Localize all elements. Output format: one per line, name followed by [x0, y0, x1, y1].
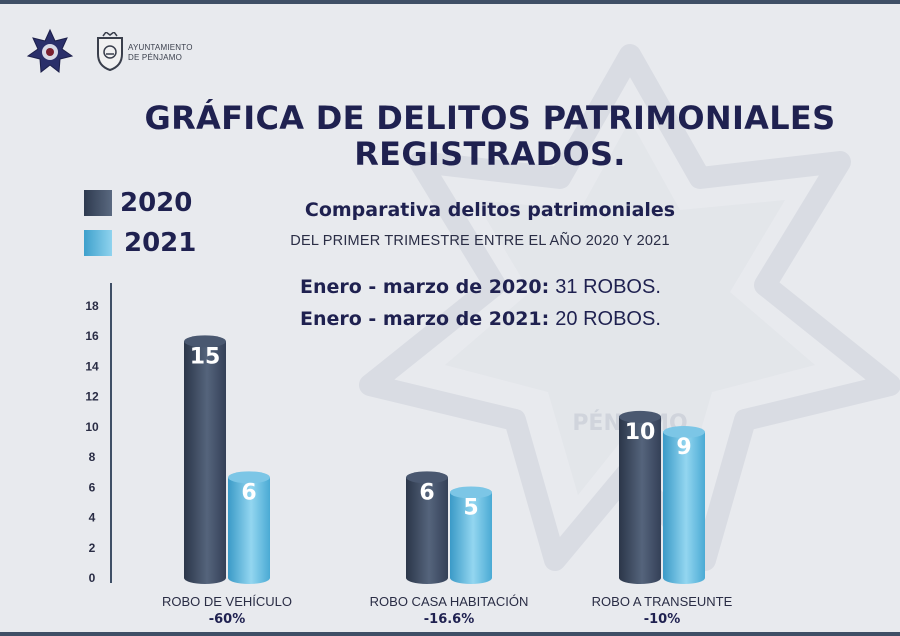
- top-border: [0, 0, 900, 4]
- bottom-border: [0, 632, 900, 636]
- bar-body: [663, 432, 705, 584]
- data-label: 5: [463, 495, 478, 520]
- bar-2021-2: 5: [450, 486, 492, 584]
- y-tick-label: 4: [89, 511, 96, 525]
- y-tick-label: 10: [85, 420, 99, 434]
- bar-2021-1: 6: [228, 471, 270, 584]
- bar-cap: [619, 410, 661, 423]
- category-change-label: -16.6%: [424, 612, 475, 627]
- bar-cap: [406, 471, 448, 484]
- bar-2020-1: 15: [184, 335, 226, 584]
- legend-label: 2020: [120, 188, 193, 218]
- legend-swatch-2021: [84, 230, 112, 256]
- municipal-shield-logo-icon: [97, 32, 123, 72]
- chart-period-description: DEL PRIMER TRIMESTRE ENTRE EL AÑO 2020 Y…: [290, 233, 670, 249]
- y-tick-label: 6: [89, 480, 96, 494]
- y-tick-labels: 0 2 4 6 8 10 12 14 16 18: [85, 299, 99, 585]
- bar-2021-3: 9: [663, 426, 705, 584]
- category-change-label: -60%: [209, 612, 246, 627]
- bar-body: [450, 492, 492, 584]
- bar-body: [184, 341, 226, 584]
- bar-body: [619, 416, 661, 584]
- summary-2020: Enero - marzo de 2020: 31 ROBOS.: [300, 276, 661, 298]
- legend-item-2021: 2021: [84, 228, 196, 258]
- y-tick-label: 18: [85, 299, 99, 313]
- y-tick-label: 0: [89, 571, 96, 585]
- data-label: 15: [190, 344, 221, 369]
- summary-2021: Enero - marzo de 2021: 20 ROBOS.: [300, 308, 661, 330]
- bar-body: [406, 477, 448, 584]
- y-tick-label: 16: [85, 329, 99, 343]
- legend-item-2020: 2020: [84, 188, 192, 218]
- y-tick-label: 14: [85, 359, 99, 373]
- data-label: 6: [241, 480, 256, 505]
- page-title: GRÁFICA DE DELITOS PATRIMONIALES REGISTR…: [144, 99, 836, 173]
- data-label: 10: [625, 420, 656, 445]
- bar-cap: [228, 471, 270, 484]
- police-star-logo-icon: [26, 28, 74, 73]
- x-category-label: ROBO CASA HABITACIÓN: [370, 594, 529, 609]
- y-tick-label: 2: [89, 541, 96, 555]
- bar-cap: [450, 486, 492, 499]
- bar-2020-2: 6: [406, 471, 448, 584]
- municipality-name: AYUNTAMIENTO DE PÉNJAMO: [128, 43, 193, 62]
- x-category-label: ROBO A TRANSEUNTE: [592, 594, 733, 609]
- bar-cap: [663, 426, 705, 438]
- y-tick-label: 12: [85, 390, 99, 404]
- bar-body: [228, 477, 270, 584]
- bar-group: 15 6 6 5 10 9: [184, 335, 705, 584]
- x-labels: ROBO DE VEHÍCULO -60% ROBO CASA HABITACIÓN…: [162, 594, 733, 627]
- x-category-label: ROBO DE VEHÍCULO: [162, 594, 292, 609]
- data-label: 9: [676, 435, 691, 460]
- bar-2020-3: 10: [619, 410, 661, 584]
- data-label: 6: [419, 480, 434, 505]
- bar-cap: [184, 335, 226, 348]
- legend-label: 2021: [124, 228, 197, 258]
- legend-swatch-2020: [84, 190, 112, 216]
- chart-subtitle: Comparativa delitos patrimoniales: [304, 199, 676, 221]
- category-change-label: -10%: [644, 612, 681, 627]
- y-tick-label: 8: [89, 450, 96, 464]
